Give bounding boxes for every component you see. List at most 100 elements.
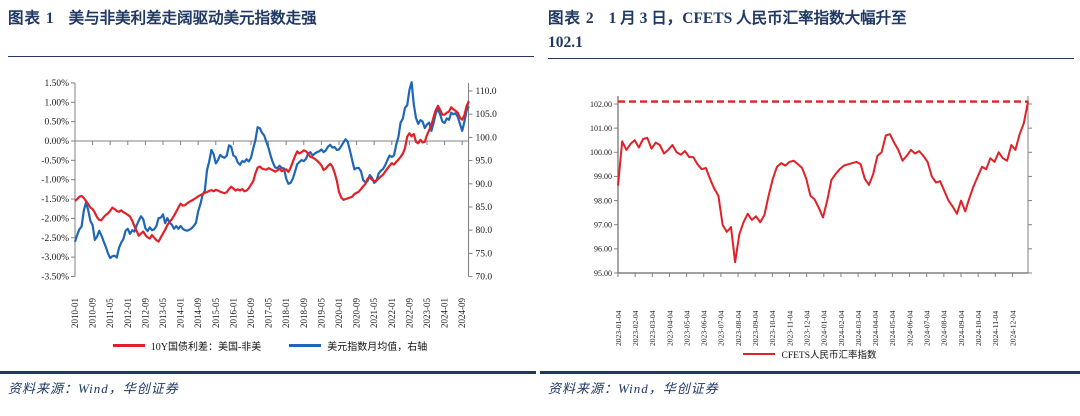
svg-text:70.0: 70.0	[476, 273, 493, 283]
svg-text:2020-09: 2020-09	[352, 298, 362, 328]
svg-text:-1.00%: -1.00%	[41, 176, 69, 186]
figure1-source: 资料来源：Wind，华创证券	[8, 381, 179, 396]
svg-text:95.0: 95.0	[476, 157, 493, 167]
figure1-source-rule	[0, 371, 536, 374]
svg-text:97.00: 97.00	[594, 221, 612, 230]
legend-label-cfets: CFETS人民币汇率指数	[781, 351, 877, 361]
svg-text:1.50%: 1.50%	[44, 79, 69, 89]
svg-text:95.00: 95.00	[594, 269, 612, 278]
figure1-title: 图表 1 美与非美利差走阔驱动美元指数走强	[8, 7, 533, 31]
svg-text:2024-08-04: 2024-08-04	[940, 310, 949, 346]
svg-text:-3.50%: -3.50%	[41, 272, 69, 282]
svg-text:98.00: 98.00	[594, 196, 612, 205]
svg-text:96.00: 96.00	[594, 245, 612, 254]
svg-text:2024-07-04: 2024-07-04	[923, 310, 932, 346]
red-line-swatch	[112, 344, 145, 347]
svg-text:2024-11-04: 2024-11-04	[991, 311, 1000, 346]
svg-text:102.00: 102.00	[590, 100, 612, 109]
svg-text:2023-06-04: 2023-06-04	[700, 310, 709, 346]
cfets-index-chart: 102.00 101.00 100.00 99.00 98.00 97.00 96.00 95…	[590, 96, 1032, 346]
svg-text:2012-09: 2012-09	[140, 298, 150, 328]
legend-item-cfets: CFETS人民币汇率指数	[743, 347, 877, 361]
svg-text:2023-03-04: 2023-03-04	[648, 310, 657, 346]
svg-text:2022-01: 2022-01	[387, 298, 397, 328]
svg-text:2023-02-04: 2023-02-04	[631, 310, 640, 346]
figure2-source-rule	[540, 371, 1080, 374]
svg-text:90.0: 90.0	[476, 180, 493, 190]
svg-text:2023-10-04: 2023-10-04	[768, 310, 777, 346]
figure2-number: 图表 2	[548, 10, 595, 27]
svg-text:2024-06-04: 2024-06-04	[905, 310, 914, 346]
figure2-title: 图表 2 1 月 3 日，CFETS 人民币汇率指数大幅升至 102.1	[548, 7, 1048, 55]
svg-text:2024-05-04: 2024-05-04	[888, 310, 897, 346]
svg-text:2018-01: 2018-01	[281, 298, 291, 328]
svg-text:2024-01: 2024-01	[440, 298, 450, 328]
svg-text:2023-04-04: 2023-04-04	[665, 310, 674, 346]
legend-item-dollar-index: 美元指数月均值，右轴	[289, 338, 427, 353]
svg-text:2016-01: 2016-01	[228, 298, 238, 328]
legend-item-spread: 10Y国债利差：美国-非美	[112, 338, 262, 353]
svg-text:2024-10-04: 2024-10-04	[974, 310, 983, 346]
svg-text:2012-01: 2012-01	[123, 298, 133, 328]
svg-text:-1.50%: -1.50%	[41, 195, 69, 205]
svg-text:2023-05: 2023-05	[422, 298, 432, 328]
svg-text:2023-08-04: 2023-08-04	[734, 310, 743, 346]
figure2-title-text: 1 月 3 日，CFETS 人民币汇率指数大幅升至	[608, 10, 907, 27]
figure1-title-text: 美与非美利差走阔驱动美元指数走强	[68, 10, 317, 27]
svg-text:85.0: 85.0	[476, 203, 493, 213]
legend-label-dollar-index: 美元指数月均值，右轴	[327, 342, 428, 353]
svg-text:2016-09: 2016-09	[246, 298, 256, 328]
svg-text:2022-09: 2022-09	[404, 298, 414, 328]
svg-text:2024-12-04: 2024-12-04	[1008, 310, 1017, 346]
rate-spread-dollar-chart: 1.50% 1.00% 0.50% 0.00% -0.50% -1.00% -1.50% -2…	[41, 79, 498, 328]
svg-text:2014-09: 2014-09	[193, 298, 203, 328]
svg-text:2010-01: 2010-01	[70, 298, 80, 328]
svg-text:2019-05: 2019-05	[316, 298, 326, 328]
blue-line-swatch	[289, 344, 322, 347]
svg-text:99.00: 99.00	[594, 172, 612, 181]
figure2-title-line2: 102.1	[548, 34, 583, 51]
cfets-red-line-swatch	[743, 352, 776, 356]
svg-text:80.0: 80.0	[476, 226, 493, 236]
svg-text:-3.00%: -3.00%	[41, 253, 69, 263]
svg-text:2010-09: 2010-09	[88, 298, 98, 328]
svg-text:2023-05-04: 2023-05-04	[682, 310, 691, 346]
figure2-legend: CFETS人民币汇率指数	[540, 347, 1080, 361]
svg-text:2023-09-04: 2023-09-04	[751, 310, 760, 346]
svg-text:110.0: 110.0	[476, 87, 497, 97]
svg-text:105.0: 105.0	[476, 110, 498, 120]
svg-text:2018-09: 2018-09	[299, 298, 309, 328]
svg-text:-0.50%: -0.50%	[41, 156, 69, 166]
svg-text:2021-05: 2021-05	[369, 298, 379, 328]
svg-text:2024-09: 2024-09	[457, 298, 467, 328]
legend-label-spread: 10Y国债利差：美国-非美	[150, 342, 262, 353]
svg-text:2013-05: 2013-05	[158, 298, 168, 328]
svg-text:-2.00%: -2.00%	[41, 214, 69, 224]
svg-text:2014-01: 2014-01	[176, 298, 186, 328]
svg-text:2023-12-04: 2023-12-04	[802, 310, 811, 346]
svg-text:100.0: 100.0	[476, 133, 498, 143]
figure2-source: 资料来源：Wind，华创证券	[548, 381, 719, 396]
svg-text:2023-01-04: 2023-01-04	[614, 310, 623, 346]
svg-text:75.0: 75.0	[476, 249, 493, 259]
svg-text:0.00%: 0.00%	[44, 137, 69, 147]
svg-text:2024-01-04: 2024-01-04	[820, 310, 829, 346]
figure1-title-rule	[8, 56, 534, 58]
svg-text:2024-02-04: 2024-02-04	[837, 310, 846, 346]
svg-text:2015-05: 2015-05	[211, 298, 221, 328]
svg-text:100.00: 100.00	[590, 148, 612, 157]
figure1-legend: 10Y国债利差：美国-非美 美元指数月均值，右轴	[0, 338, 540, 353]
figure2-title-rule	[548, 58, 1074, 60]
svg-text:-2.50%: -2.50%	[41, 234, 69, 244]
svg-text:2024-09-04: 2024-09-04	[957, 310, 966, 346]
svg-text:2023-07-04: 2023-07-04	[717, 310, 726, 346]
figure1-number: 图表 1	[8, 10, 55, 27]
svg-text:1.00%: 1.00%	[44, 98, 69, 108]
svg-text:2020-01: 2020-01	[334, 298, 344, 328]
svg-text:2024-04-04: 2024-04-04	[871, 310, 880, 346]
svg-text:2017-05: 2017-05	[264, 298, 274, 328]
svg-text:2023-11-04: 2023-11-04	[785, 311, 794, 346]
svg-text:0.50%: 0.50%	[44, 118, 69, 128]
svg-text:101.00: 101.00	[590, 124, 612, 133]
